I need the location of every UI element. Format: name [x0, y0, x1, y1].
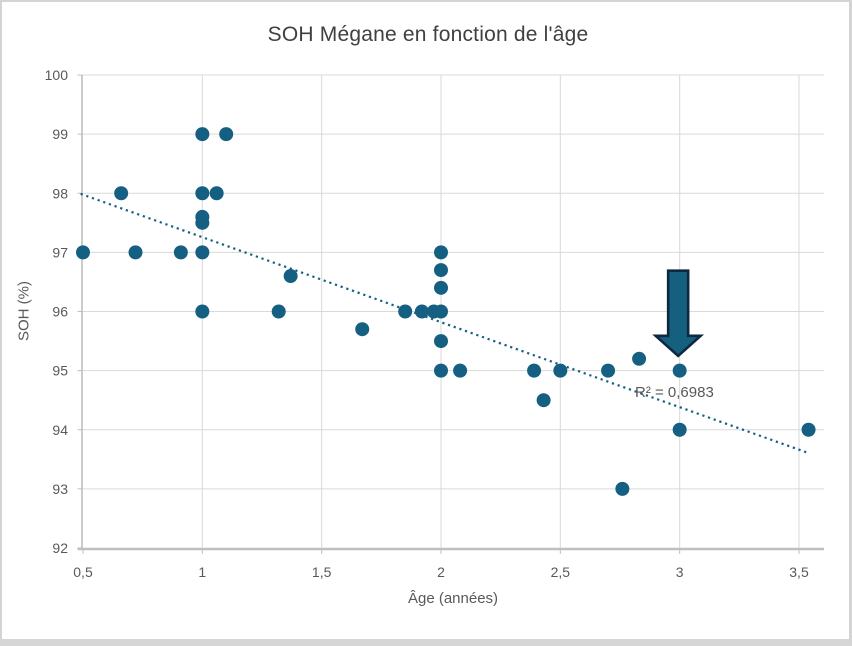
data-point: [195, 186, 210, 201]
data-point: [76, 245, 90, 260]
x-axis-title: Âge (années): [407, 590, 499, 607]
x-tick-label: 1: [198, 564, 206, 580]
data-point: [414, 304, 429, 319]
y-tick-label: 100: [45, 67, 69, 83]
data-point: [283, 269, 298, 284]
y-tick-label: 98: [52, 185, 68, 201]
y-tick-label: 95: [52, 363, 68, 379]
data-point: [434, 334, 448, 349]
data-point: [355, 322, 370, 337]
y-tick-label: 93: [52, 481, 68, 497]
x-tick-label: 1,5: [312, 564, 332, 580]
data-point: [632, 351, 647, 366]
data-point: [219, 127, 234, 142]
trendline: [80, 192, 807, 454]
data-point: [601, 363, 616, 378]
data-point: [434, 263, 448, 278]
data-point: [453, 363, 468, 378]
x-tick-label: 3,5: [789, 564, 809, 580]
x-tick-label: 2,5: [551, 564, 571, 580]
data-point: [209, 186, 224, 201]
y-tick-label: 94: [52, 422, 68, 438]
data-point: [434, 363, 448, 378]
data-point: [801, 422, 816, 437]
data-point: [672, 422, 687, 437]
data-point: [527, 363, 542, 378]
x-tick-label: 3: [676, 564, 684, 580]
y-tick-label: 97: [52, 244, 68, 260]
data-point: [271, 304, 286, 319]
data-point: [173, 245, 188, 260]
data-point: [536, 393, 551, 408]
y-tick-label: 96: [52, 304, 68, 320]
data-point: [195, 304, 210, 319]
data-point: [553, 363, 568, 378]
x-tick-label: 2: [437, 564, 445, 580]
data-point: [398, 304, 413, 319]
data-point: [195, 245, 210, 260]
data-point: [114, 186, 129, 201]
y-tick-label: 92: [52, 540, 68, 556]
data-point: [195, 215, 210, 230]
down-arrow-annotation: [652, 269, 705, 358]
chart-title: SOH Mégane en fonction de l'âge: [267, 23, 589, 46]
data-point: [128, 245, 143, 260]
y-axis-title: SOH (%): [15, 281, 33, 341]
data-point: [434, 280, 448, 295]
x-tick-label: 0,5: [73, 564, 93, 580]
data-point: [672, 363, 687, 378]
data-point: [434, 245, 448, 260]
data-point: [434, 304, 448, 319]
r-squared-label: R² = 0,6983: [635, 384, 714, 401]
data-point: [195, 127, 210, 142]
y-tick-label: 99: [52, 126, 68, 142]
data-point: [615, 481, 630, 496]
